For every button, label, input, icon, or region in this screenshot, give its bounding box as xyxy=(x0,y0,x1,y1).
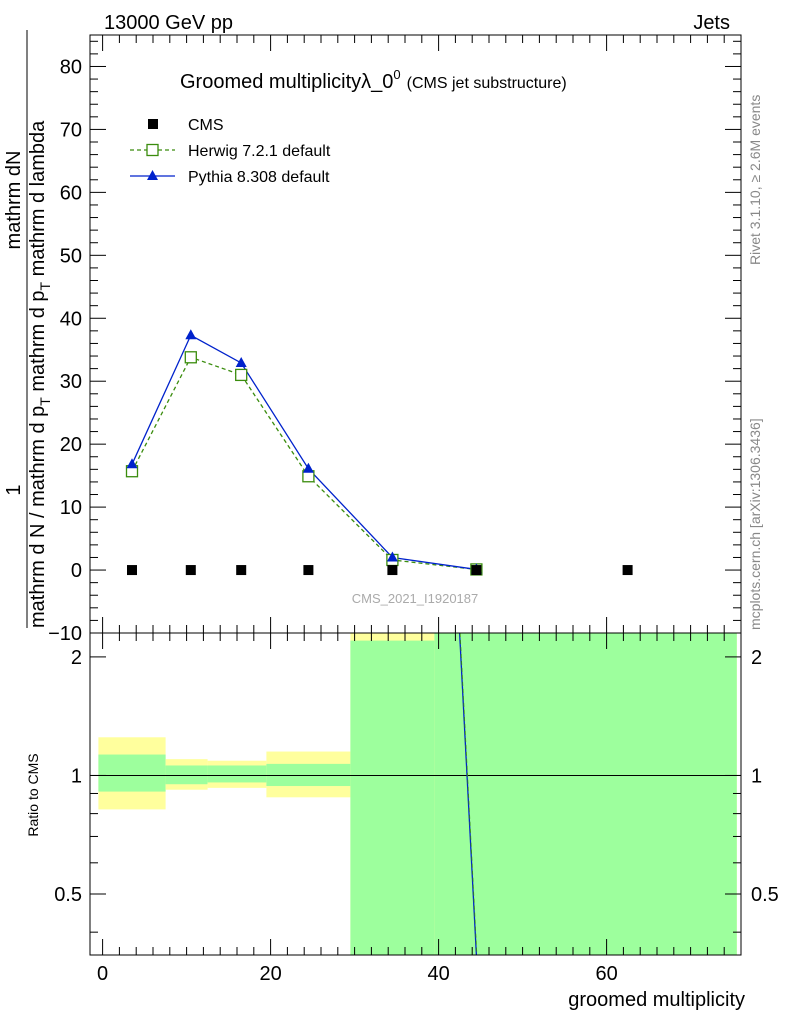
pythia-point xyxy=(185,329,197,340)
cms-point xyxy=(127,565,137,576)
herwig-point xyxy=(184,351,197,364)
legend-cms-label: CMS xyxy=(188,117,224,134)
analysis-watermark: CMS_2021_I1920187 xyxy=(352,591,479,606)
herwig-point xyxy=(235,368,248,382)
main-ytick-label: 70 xyxy=(60,119,82,141)
cms-point xyxy=(236,565,247,576)
cms-point xyxy=(471,565,482,576)
ylabel-denominator: mathrm d N / mathrm d pT mathrm d pT mat… xyxy=(27,120,53,628)
x-axis: 0 20 40 60 xyxy=(97,35,725,985)
main-ytick-label: 20 xyxy=(60,434,82,456)
series-layer xyxy=(125,329,633,576)
plot-title: Groomed multiplicityλ_00 (CMS jet substru… xyxy=(180,67,567,93)
ratio-band-inner-4 xyxy=(350,640,435,955)
plot-title-sub: (CMS jet substructure) xyxy=(407,75,567,92)
main-y-label: 1 mathrm dN mathrm d N / mathrm d pT mat… xyxy=(3,30,53,628)
pythia-point xyxy=(386,551,398,562)
ratio-band-inner-1 xyxy=(165,765,208,785)
ylabel-numerator-dn: mathrm dN xyxy=(3,151,25,250)
main-ytick-label: −10 xyxy=(48,623,82,645)
cms-point xyxy=(185,565,196,576)
ylabel-numerator-one: 1 xyxy=(3,484,25,495)
xtick-label: 0 xyxy=(97,963,108,985)
main-ytick-label: 50 xyxy=(60,245,82,267)
pythia-point xyxy=(302,462,314,473)
cms-point xyxy=(622,565,633,576)
ratio-band-inner-0 xyxy=(98,754,166,792)
main-ytick-label: 0 xyxy=(71,560,82,582)
legend-pythia-label: Pythia 8.308 default xyxy=(188,169,330,186)
legend-herwig-label: Herwig 7.2.1 default xyxy=(188,143,331,160)
mcplots-label: mcplots.cern.ch [arXiv:1306.3436] xyxy=(747,418,763,630)
legend: CMS Herwig 7.2.1 default Pythia 8.308 de… xyxy=(130,117,331,186)
pythia-series-line xyxy=(131,334,477,571)
main-ytick-label: 60 xyxy=(60,182,82,204)
main-y-axis: −10 0 10 20 30 40 50 60 70 80 xyxy=(48,40,741,645)
ratio-ytick-label-left: 1 xyxy=(71,765,82,787)
pythia-point xyxy=(235,356,247,367)
ratio-pythia-line xyxy=(458,632,478,956)
ratio-y-axis: 0.5 0.5 1 1 2 2 xyxy=(54,647,779,933)
cms-point xyxy=(387,565,398,576)
main-ytick-label: 10 xyxy=(60,497,82,519)
ratio-band-inner-2 xyxy=(207,765,267,783)
legend-herwig-marker xyxy=(146,143,159,157)
xtick-label: 40 xyxy=(427,963,449,985)
plot-title-main: Groomed multiplicityλ_0 xyxy=(180,71,393,93)
ratio-ytick-label-left: 2 xyxy=(71,647,82,669)
plot-title-sup: 0 xyxy=(393,67,400,82)
main-ytick-label: 30 xyxy=(60,371,82,393)
xtick-label: 20 xyxy=(259,963,281,985)
main-ytick-label: 80 xyxy=(60,56,82,78)
main-ytick-label: 40 xyxy=(60,308,82,330)
pythia-point xyxy=(126,458,138,469)
ratio-ytick-label-right: 2 xyxy=(751,647,762,669)
ratio-band-inner-5 xyxy=(434,633,737,955)
ratio-ytick-label-right: 0.5 xyxy=(751,884,779,906)
ratio-bands xyxy=(98,633,737,955)
ratio-herwig-line xyxy=(459,632,478,956)
ratio-ytick-label-right: 1 xyxy=(751,765,762,787)
cms-point xyxy=(303,565,314,576)
herwig-series-line xyxy=(131,356,477,571)
legend-pythia-marker xyxy=(147,170,158,180)
rivet-label: Rivet 3.1.10, ≥ 2.6M events xyxy=(747,95,763,265)
ratio-ytick-label-left: 0.5 xyxy=(54,884,82,906)
ratio-y-label: Ratio to CMS xyxy=(25,753,41,836)
header-right: Jets xyxy=(693,12,730,34)
header-left: 13000 GeV pp xyxy=(104,12,233,34)
legend-cms-marker xyxy=(148,119,158,129)
x-axis-label: groomed multiplicity xyxy=(568,989,745,1011)
ratio-lines xyxy=(90,632,741,956)
ratio-panel-frame xyxy=(89,632,742,956)
xtick-label: 60 xyxy=(595,963,617,985)
